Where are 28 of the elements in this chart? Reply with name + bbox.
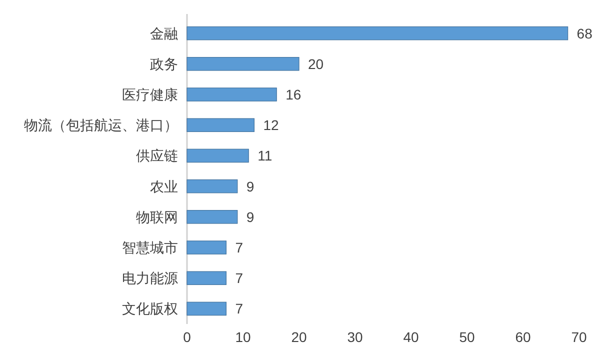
data-label: 9	[246, 178, 254, 194]
y-tick-label: 农业	[150, 178, 178, 194]
data-label: 7	[235, 240, 244, 256]
data-label: 7	[235, 270, 244, 286]
y-tick-label: 金融	[150, 25, 178, 42]
y-tick-label: 智慧城市	[122, 240, 178, 256]
x-tick-label: 30	[347, 329, 363, 345]
x-tick-label: 40	[403, 329, 419, 345]
data-label: 20	[308, 56, 324, 72]
x-tick-label: 50	[459, 329, 475, 345]
data-label: 11	[258, 148, 272, 164]
x-tick-label: 10	[235, 329, 251, 345]
y-tick-label: 政务	[150, 56, 178, 72]
data-label: 7	[235, 300, 244, 317]
y-tick-label: 物联网	[136, 208, 178, 225]
data-label: 16	[286, 86, 302, 102]
data-label: 12	[263, 117, 279, 134]
y-tick-label: 供应链	[136, 148, 178, 164]
data-label: 9	[246, 208, 254, 225]
data-label: 68	[576, 25, 593, 42]
y-tick-label: 医疗健康	[122, 86, 178, 102]
x-tick-label: 70	[571, 329, 587, 345]
y-tick-label: 电力能源	[122, 270, 178, 286]
y-tick-label: 物流（包括航运、港口）	[24, 117, 178, 134]
x-tick-label: 20	[291, 329, 307, 345]
x-tick-label: 0	[183, 329, 192, 345]
x-tick-label: 60	[515, 329, 531, 345]
y-tick-label: 文化版权	[122, 300, 178, 317]
